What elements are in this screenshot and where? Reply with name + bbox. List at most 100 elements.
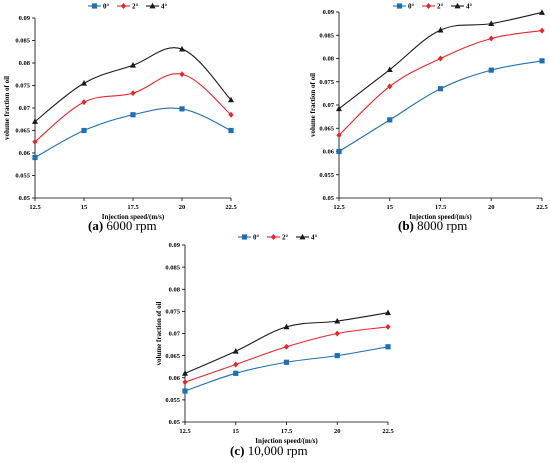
- x-tick-label-a-4: 22.5: [225, 204, 237, 211]
- y-tick-label-c-4: 0.07: [169, 331, 181, 338]
- y-tick-label-c-1: 0.055: [165, 397, 180, 404]
- x-tick-label-b-0: 12.5: [333, 204, 345, 211]
- data-point-a-2-4: [228, 96, 234, 103]
- legend-marker-c-2: [299, 233, 306, 240]
- data-point-a-1-2: [130, 90, 136, 97]
- data-point-c-0-0: [182, 388, 188, 394]
- data-point-c-2-4: [385, 309, 391, 316]
- data-point-b-1-2: [437, 55, 444, 62]
- x-tick-label-a-0: 12.5: [29, 204, 41, 211]
- caption-a-text: 6000 rpm: [106, 218, 157, 233]
- data-point-a-1-4: [228, 111, 234, 118]
- legend-label-b-2: 4°: [466, 2, 473, 10]
- y-tick-label-a-2: 0.06: [19, 150, 31, 157]
- data-point-b-2-4: [539, 9, 545, 15]
- y-tick-label-b-2: 0.06: [323, 149, 335, 156]
- data-point-b-2-3: [488, 20, 495, 27]
- data-point-c-1-1: [233, 361, 239, 368]
- legend-label-c-1: 2°: [282, 233, 289, 241]
- data-point-c-2-1: [232, 348, 239, 354]
- data-point-b-1-0: [336, 132, 342, 139]
- y-tick-label-a-7: 0.085: [15, 38, 30, 45]
- legend-marker-a-2: [149, 2, 156, 9]
- caption-c-text: 10,000 rpm: [247, 443, 308, 458]
- x-tick-label-a-1: 15: [81, 204, 88, 211]
- y-tick-label-a-0: 0.05: [19, 195, 31, 202]
- y-tick-label-c-3: 0.065: [165, 353, 180, 360]
- legend-marker-a-1: [120, 3, 127, 9]
- series-line-b-1: [338, 30, 543, 136]
- data-point-c-0-3: [334, 353, 340, 359]
- data-point-c-1-0: [182, 379, 188, 386]
- data-point-c-0-4: [385, 344, 391, 350]
- y-tick-label-a-6: 0.08: [19, 60, 31, 67]
- data-point-a-0-3: [179, 106, 185, 112]
- data-point-c-0-1: [233, 370, 239, 376]
- y-tick-label-a-5: 0.075: [15, 83, 30, 90]
- data-point-c-1-3: [334, 330, 340, 337]
- data-point-b-2-2: [437, 26, 444, 33]
- data-point-b-0-1: [387, 117, 393, 123]
- y-tick-label-b-8: 0.09: [323, 9, 335, 16]
- y-tick-label-a-1: 0.055: [15, 173, 30, 180]
- y-tick-label-a-8: 0.09: [19, 15, 31, 22]
- legend-label-a-2: 4°: [161, 2, 168, 10]
- series-line-b-0: [338, 60, 543, 152]
- y-tick-label-b-6: 0.08: [323, 56, 335, 63]
- series-line-c-0: [184, 346, 389, 392]
- data-point-a-0-4: [228, 127, 234, 134]
- data-point-c-1-2: [283, 343, 290, 350]
- legend-marker-c-1: [270, 234, 277, 240]
- caption-a: (a) 6000 rpm: [88, 218, 157, 234]
- x-axis-title-a: Injection speed/(m/s): [102, 213, 165, 221]
- y-tick-label-b-0: 0.05: [323, 195, 335, 202]
- legend-marker-b-2: [454, 2, 461, 9]
- legend-label-a-1: 2°: [132, 2, 139, 10]
- chart-a: 0.05 0.055 0.06 0.065 0.07 0.075 0.08 0.085 0.09…: [3, 2, 237, 221]
- legend-label-a-0: 0°: [103, 2, 110, 10]
- data-point-b-1-3: [488, 35, 494, 42]
- chart-b: 0.05 0.055 0.06 0.065 0.07 0.075 0.08 0.085 0.09…: [309, 2, 548, 221]
- caption-b-text: 8000 rpm: [417, 218, 468, 233]
- data-point-a-1-3: [179, 71, 185, 78]
- caption-c: (c) 10,000 rpm: [230, 443, 308, 459]
- x-tick-label-b-4: 22.5: [536, 204, 548, 211]
- data-point-a-0-1: [81, 127, 87, 134]
- data-point-c-2-0: [182, 370, 188, 376]
- data-point-a-2-0: [32, 118, 38, 124]
- data-point-a-2-2: [130, 62, 136, 68]
- data-point-a-2-3: [179, 45, 185, 52]
- caption-b-tag: (b): [398, 218, 414, 233]
- legend-label-b-1: 2°: [437, 2, 444, 10]
- chart-panel-b: 0.05 0.055 0.06 0.065 0.07 0.075 0.08 0.085 0.09…: [302, 0, 550, 222]
- series-line-c-1: [184, 326, 389, 383]
- data-point-c-1-4: [385, 323, 391, 330]
- y-tick-label-b-1: 0.055: [319, 172, 334, 179]
- data-point-b-1-1: [387, 83, 393, 90]
- data-point-c-2-2: [283, 323, 290, 330]
- legend-marker-a-0: [91, 3, 98, 9]
- y-tick-label-a-3: 0.065: [15, 128, 30, 135]
- x-tick-label-c-1: 15: [233, 428, 240, 435]
- y-tick-label-c-6: 0.08: [169, 286, 181, 293]
- y-tick-label-c-5: 0.075: [165, 309, 180, 316]
- data-point-b-0-0: [336, 148, 342, 155]
- data-point-b-1-4: [539, 27, 545, 34]
- data-point-b-0-4: [539, 58, 545, 64]
- legend-label-c-0: 0°: [253, 233, 260, 241]
- x-tick-label-b-1: 15: [387, 204, 394, 211]
- data-point-a-1-0: [32, 138, 38, 145]
- caption-b: (b) 8000 rpm: [398, 218, 467, 234]
- x-tick-label-c-2: 17.5: [281, 428, 293, 435]
- series-line-a-1: [34, 73, 232, 143]
- y-tick-label-b-4: 0.07: [323, 102, 335, 109]
- data-point-a-0-0: [32, 154, 38, 161]
- data-point-a-0-2: [130, 112, 136, 118]
- chart-panel-c: 0.05 0.055 0.06 0.065 0.07 0.075 0.08 0.085 0.09…: [148, 232, 396, 445]
- x-tick-label-c-3: 20: [334, 428, 341, 435]
- data-point-c-0-2: [283, 359, 290, 365]
- series-line-a-2: [34, 47, 232, 122]
- x-axis-title-c: Injection speed/(m/s): [255, 437, 318, 445]
- y-tick-label-c-0: 0.05: [169, 419, 181, 426]
- chart-c: 0.05 0.055 0.06 0.065 0.07 0.075 0.08 0.085 0.09…: [155, 233, 394, 445]
